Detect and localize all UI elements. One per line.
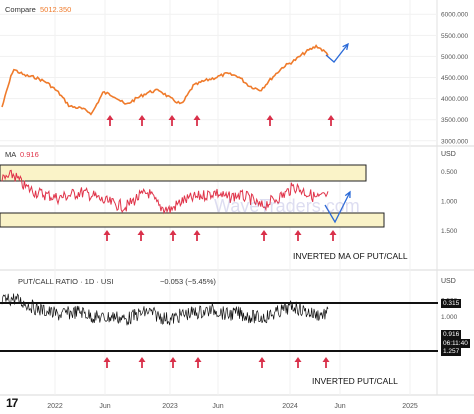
y-tick-label: 5000.000 [441,54,468,61]
arrow-compare-head [266,115,274,120]
arrow-ratio-head [258,357,266,362]
arrow-ma-head [137,230,145,235]
arrow-ma-head [329,230,337,235]
ma-annotation: INVERTED MA OF PUT/CALL [293,251,408,261]
y-tick-label: 5500.000 [441,33,468,40]
y-tick-label: 1.000 [441,199,458,206]
arrow-ratio-head [103,357,111,362]
ratio-axis-unit: USD [441,278,456,285]
x-tick-label: 2023 [162,403,178,410]
arrow-ratio-head [194,357,202,362]
projection-compare [325,43,349,63]
x-tick-label: Jun [334,403,345,410]
arrow-ratio-head [169,357,177,362]
ratio-line [1,293,329,326]
watermark-text: WaveTraders.com [214,196,360,216]
arrow-ma-head [103,230,111,235]
price-tag-countdown: 06:11:40 [441,339,470,348]
arrow-ratio-head [322,357,330,362]
compare-line [1,44,329,116]
arrow-compare-head [193,115,201,120]
y-tick-label: 4000.000 [441,96,468,103]
x-tick-label: Jun [99,403,110,410]
ma-line [1,169,329,215]
zone-bottom [0,212,385,228]
x-tick-label: 2024 [282,403,298,410]
y-tick-label: 0.500 [441,169,458,176]
arrow-markers [103,115,337,368]
price-tag-top: 0.315 [441,299,462,308]
tradingview-logo: 17 [6,396,18,410]
highlight-zones [0,164,438,352]
ma-value: 0.916 [20,150,39,159]
ma-label: MA [5,150,17,159]
arrow-ma-head [193,230,201,235]
y-tick-label: 3000.000 [441,138,468,145]
arrow-ratio-head [138,357,146,362]
y-tick-label: 4500.000 [441,75,468,82]
compare-label: Compare [5,5,36,14]
y-tick-label: 6000.000 [441,12,468,19]
y-tick-label: 1.500 [441,228,458,235]
ratio-annotation: INVERTED PUT/CALL [312,376,398,386]
ratio-change: −0.053 (−5.45%) [160,277,216,286]
ratio-title: PUT/CALL RATIO · 1D · USI [18,277,114,286]
price-tag-bottom: 1.257 [441,347,462,356]
arrow-compare-head [327,115,335,120]
arrow-compare-head [138,115,146,120]
projection-compare-head [342,42,349,51]
arrow-ma-head [169,230,177,235]
zone-top [0,164,367,182]
x-tick-label: 2025 [402,403,418,410]
grid [0,0,474,396]
projection-ma [324,191,351,224]
y-tick-label: 3500.000 [441,117,468,124]
arrow-compare-head [168,115,176,120]
arrow-ratio-head [294,357,302,362]
price-tag-current: 0.916 [441,330,462,339]
projection-ma-head [344,190,351,199]
arrow-ma-head [294,230,302,235]
x-tick-label: Jun [212,403,223,410]
ma-axis-unit: USD [441,151,456,158]
series-group [1,42,351,326]
y-tick-label: 1.000 [441,314,458,321]
arrow-ma-head [260,230,268,235]
arrow-compare-head [106,115,114,120]
compare-value: 5012.350 [40,5,72,14]
x-tick-label: 2022 [47,403,63,410]
